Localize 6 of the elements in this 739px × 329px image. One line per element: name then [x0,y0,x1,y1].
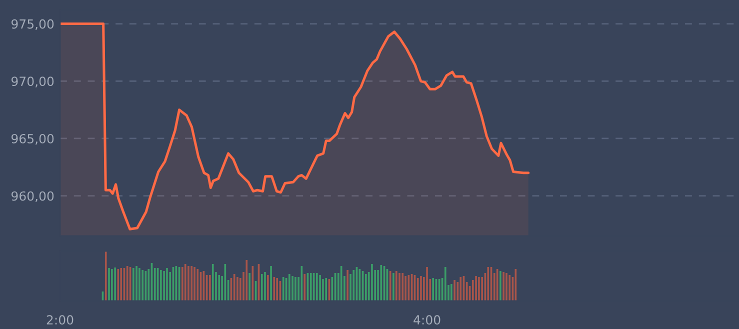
y-tick-label: 965,00 [11,134,54,145]
x-tick-label: 4:00 [414,315,440,325]
x-tick-label: 2:00 [46,315,74,325]
y-tick-label: 975,00 [11,19,54,30]
y-tick-label: 970,00 [11,76,54,88]
y-tick-label: 960,00 [11,191,54,202]
